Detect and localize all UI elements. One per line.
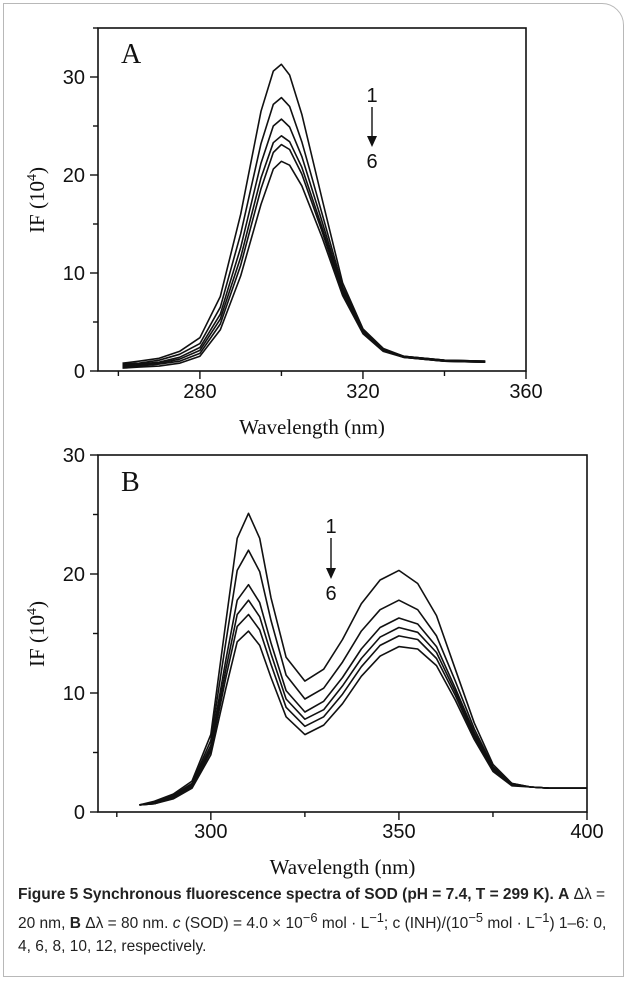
caption-figure-label: Figure 5 Synchronous fluorescence spectr… [18, 886, 554, 903]
y-axis-label-close: ) [25, 601, 49, 608]
y-axis-label-close: ) [25, 167, 49, 174]
x-tick-label-b: 400 [570, 821, 603, 843]
y-axis-label-base: IF (10 [25, 181, 49, 233]
x-tick-label-b: 350 [382, 821, 415, 843]
spectrum-line-b-4 [139, 599, 587, 806]
spectrum-line-a-5 [122, 143, 486, 368]
spectrum-line-a-2 [122, 96, 486, 365]
caption-b-text: Δλ = 80 nm. [85, 915, 169, 933]
x-tick-label-a: 320 [346, 381, 379, 403]
y-tick-label-a: 20 [63, 165, 85, 187]
arrow-label-top-b: 1 [325, 516, 336, 538]
caption-c-text4: mol · L [487, 915, 535, 933]
caption-c-text2: mol · L [321, 915, 370, 933]
y-tick-label-a: 0 [74, 361, 85, 383]
spectrum-line-b-5 [139, 613, 587, 806]
spectrum-line-a-4 [122, 135, 486, 367]
caption-sup1: −6 [302, 910, 318, 925]
x-tick-label-b: 300 [194, 821, 227, 843]
spectrum-line-b-2 [139, 549, 587, 806]
y-axis-label-base: IF (10 [25, 615, 49, 667]
spectrum-line-b-3 [139, 583, 587, 806]
caption-sup4: −1 [534, 910, 550, 925]
x-axis-label-b: Wavelength (nm) [270, 855, 416, 879]
caption-sup2: −1 [369, 910, 384, 925]
spectrum-line-b-6 [139, 630, 587, 806]
y-axis-label-sup: 4 [25, 608, 40, 615]
y-tick-label-b: 0 [74, 802, 85, 824]
figure-caption: Figure 5 Synchronous fluorescence spectr… [18, 883, 618, 958]
plot-frame-a [97, 27, 527, 372]
y-axis-label-a: IF (104) [25, 167, 49, 233]
caption-c-text5: ) 1–6: 0, 4, 6, 8, 10, 12, respectively. [18, 915, 607, 956]
chart-panel-a: 280 320 360 0 10 20 30 Wavelength (nm) IF (104) A… [25, 27, 543, 439]
y-axis-label-sup: 4 [25, 174, 40, 181]
caption-c-text3: ; c (INH)/(10 [383, 915, 469, 933]
spectrum-line-a-6 [122, 160, 486, 369]
spectrum-line-a-1 [122, 63, 486, 364]
chart-panel-b: 300 350 400 0 10 20 30 Wavelength (nm) IF (104) B… [25, 445, 604, 879]
caption-sup3: −5 [468, 910, 484, 925]
caption-a-label: A [558, 886, 570, 903]
y-tick-label-b: 30 [63, 445, 85, 467]
concentration-arrow-head-b [326, 568, 336, 579]
figure-frame [3, 3, 624, 977]
caption-b-label: B [69, 915, 81, 933]
caption-a-text: Δλ = 20 nm, [18, 886, 606, 933]
y-tick-label-a: 10 [63, 263, 85, 285]
panel-label-b: B [121, 467, 140, 498]
arrow-label-bottom-b: 6 [325, 583, 336, 605]
spectrum-line-a-3 [122, 118, 486, 366]
arrow-label-top-a: 1 [366, 85, 377, 107]
panel-label-a: A [121, 39, 142, 70]
concentration-arrow-head-a [367, 136, 377, 147]
caption-c-text1: (SOD) = 4.0 × 10 [184, 915, 303, 933]
x-tick-label-a: 360 [509, 381, 542, 403]
plot-frame-b [97, 454, 588, 813]
x-tick-label-a: 280 [183, 381, 216, 403]
y-axis-label-b: IF (104) [25, 601, 49, 667]
y-tick-label-b: 20 [63, 564, 85, 586]
spectrum-line-b-1 [139, 512, 587, 806]
arrow-label-bottom-a: 6 [366, 151, 377, 173]
y-tick-label-a: 30 [63, 67, 85, 89]
y-tick-label-b: 10 [63, 683, 85, 705]
x-axis-label-a: Wavelength (nm) [239, 415, 385, 439]
caption-c-italic: c [172, 915, 181, 933]
